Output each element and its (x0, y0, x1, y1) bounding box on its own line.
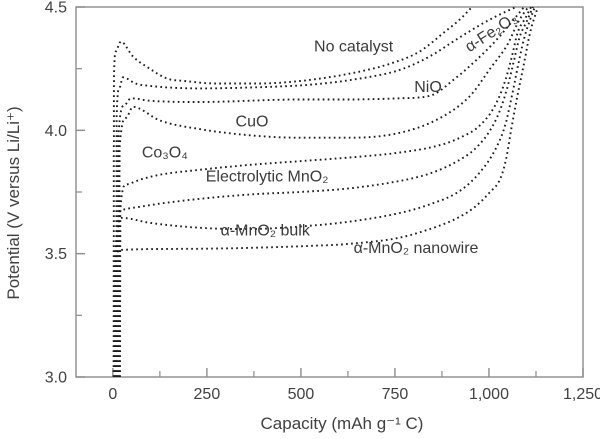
curve-co-o- (119, 6, 532, 377)
curve-label-electrolytic-mno-: Electrolytic MnO₂ (206, 168, 329, 185)
curve--mno-bulk (114, 6, 536, 377)
curve-nio (117, 6, 525, 377)
curve-electrolytic-mno- (116, 6, 534, 377)
curve--fe-o- (115, 6, 517, 377)
y-tick-label: 4.5 (45, 0, 67, 17)
plot-frame (75, 6, 584, 378)
x-tick-label: 0 (108, 386, 117, 403)
x-tick-label: 750 (382, 386, 409, 403)
curve-label-co-o-: Co₃O₄ (142, 145, 188, 162)
y-axis-title: Potential (V versus Li/Li⁺) (4, 106, 23, 299)
x-tick-label: 500 (288, 386, 315, 403)
y-tick-label: 3.0 (45, 370, 67, 387)
curve-label--mno-bulk: α-MnO₂ bulk (221, 223, 311, 240)
x-tick-label: 1,250 (563, 386, 600, 403)
curve-no-catalyst (112, 6, 473, 377)
x-tick-label: 1,000 (469, 386, 509, 403)
curve-label--fe-o-: α-Fe₂O₃ (462, 10, 520, 56)
curve-label-cuo: CuO (236, 114, 269, 131)
curve-label-nio: NiO (414, 79, 442, 96)
plot-area: 0 250 500 750 1,000 1,250 3.0 3.5 4.0 4.5 No catal… (45, 0, 600, 403)
curve--mno-nanowire (113, 6, 539, 377)
x-axis-title: Capacity (mAh g⁻¹ C) (261, 414, 424, 433)
curve-label--mno-nanowire: α-MnO₂ nanowire (354, 240, 479, 257)
curve-label-no-catalyst: No catalyst (314, 38, 394, 55)
curve-cuo (118, 6, 529, 377)
y-tick-label: 3.5 (45, 246, 67, 263)
x-tick-label: 250 (194, 386, 221, 403)
y-tick-label: 4.0 (45, 123, 67, 140)
